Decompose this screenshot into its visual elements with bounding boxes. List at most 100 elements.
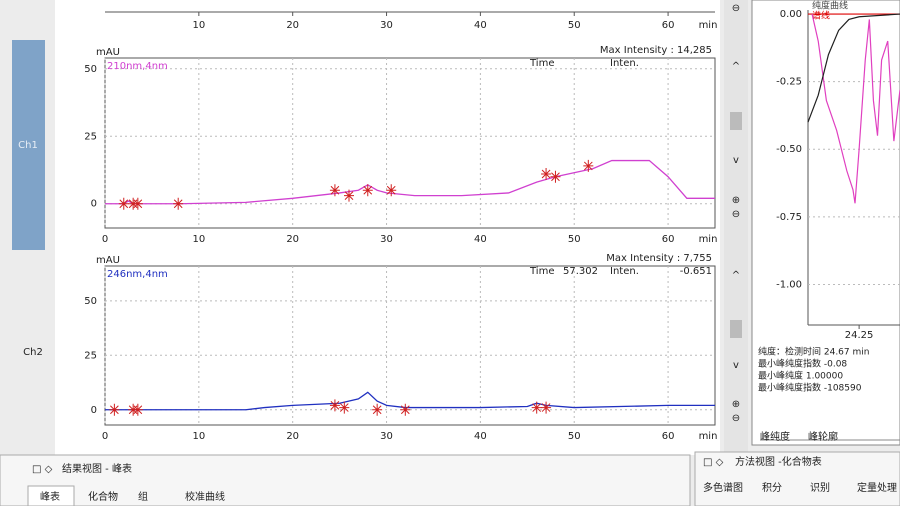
ch2-label: Ch2 bbox=[23, 347, 43, 358]
y-tick-label: -1.00 bbox=[776, 279, 802, 290]
zoom-out[interactable]: ⊖ bbox=[732, 209, 740, 220]
time-label: Time bbox=[529, 58, 554, 69]
purity-info: 最小峰纯度 1.00000 bbox=[758, 370, 843, 382]
y-tick-label: 0 bbox=[91, 199, 97, 210]
purity-panel bbox=[751, 0, 900, 446]
scroll-column bbox=[724, 0, 748, 455]
ch1-label: Ch1 bbox=[18, 140, 38, 151]
x-unit: min bbox=[699, 20, 718, 31]
peak-marker bbox=[531, 401, 542, 414]
peak-marker bbox=[541, 401, 552, 414]
x-tick-label: 10 bbox=[192, 20, 205, 31]
peak-marker bbox=[329, 184, 340, 197]
x-tick-label: 50 bbox=[568, 431, 581, 442]
x-tick-label: 0 bbox=[102, 234, 108, 245]
y-unit: mAU bbox=[96, 47, 120, 58]
x-unit: min bbox=[699, 234, 718, 245]
inten-label: Inten. bbox=[610, 58, 639, 69]
y-tick-label: -0.75 bbox=[776, 212, 802, 223]
peak-marker bbox=[132, 197, 143, 210]
tab[interactable]: 峰纯度 bbox=[760, 430, 790, 443]
peak-marker bbox=[583, 159, 594, 172]
peak-marker bbox=[372, 403, 383, 416]
peak-marker bbox=[109, 403, 120, 416]
scroll-down[interactable]: v bbox=[733, 155, 739, 166]
x-tick-label: 40 bbox=[474, 234, 487, 245]
result-view-title: 结果视图 - 峰表 bbox=[62, 462, 132, 475]
x-tick-label: 10 bbox=[192, 431, 205, 442]
peak-marker bbox=[329, 399, 340, 412]
wavelength: 210nm,4nm bbox=[107, 61, 168, 72]
x-tick-label: 24.25 bbox=[845, 330, 874, 341]
purity-curve bbox=[807, 13, 900, 123]
method-view bbox=[694, 451, 900, 506]
panel-icons: □ ◇ bbox=[703, 457, 724, 468]
tab[interactable]: 定量处理 bbox=[857, 481, 897, 494]
purity-title: 纯度曲线 bbox=[812, 0, 848, 12]
x-tick-label: 60 bbox=[662, 431, 675, 442]
x-tick-label: 60 bbox=[662, 20, 675, 31]
peak-marker bbox=[132, 403, 143, 416]
peak-marker bbox=[344, 189, 354, 202]
max-intensity: Max Intensity : 14,285 bbox=[600, 45, 712, 56]
peak-marker bbox=[339, 401, 350, 414]
zoom-in[interactable]: ⊕ bbox=[732, 195, 740, 206]
peak-marker bbox=[173, 197, 184, 210]
zoom-out[interactable]: ⊖ bbox=[732, 413, 740, 424]
y-tick-label: 25 bbox=[84, 350, 97, 361]
purity-legend: 谱线 bbox=[812, 10, 830, 22]
wavelength: 246nm,4nm bbox=[107, 269, 168, 280]
peak-marker bbox=[550, 170, 561, 183]
peak-marker bbox=[118, 197, 129, 210]
x-tick-label: 40 bbox=[474, 431, 487, 442]
x-tick-label: 30 bbox=[380, 431, 393, 442]
plot-frame bbox=[104, 57, 716, 229]
tab[interactable]: 组 bbox=[138, 490, 148, 503]
scroll-down[interactable]: v bbox=[733, 360, 739, 371]
time-label: Time bbox=[529, 266, 554, 277]
tab[interactable]: 化合物 bbox=[88, 490, 118, 503]
y-tick-label: -0.25 bbox=[776, 77, 802, 88]
peak-marker bbox=[541, 168, 552, 181]
x-tick-label: 60 bbox=[662, 234, 675, 245]
max-intensity: Max Intensity : 7,755 bbox=[606, 253, 712, 264]
x-tick-label: 10 bbox=[192, 234, 205, 245]
x-unit: min bbox=[699, 431, 718, 442]
peak-marker bbox=[362, 184, 373, 197]
y-tick-label: 25 bbox=[84, 131, 97, 142]
result-view bbox=[0, 454, 691, 506]
x-tick-label: 30 bbox=[380, 20, 393, 31]
tab[interactable]: 识别 bbox=[810, 482, 830, 494]
scroll-up[interactable]: ^ bbox=[732, 61, 740, 72]
panel-icons: □ ◇ bbox=[32, 464, 53, 475]
inten-label: Inten. bbox=[610, 266, 639, 277]
x-tick-label: 30 bbox=[380, 234, 393, 245]
tab[interactable]: 积分 bbox=[762, 482, 782, 494]
ch1-side-tab[interactable] bbox=[12, 40, 45, 250]
x-tick-label: 20 bbox=[286, 431, 299, 442]
tab[interactable]: 峰表 bbox=[40, 490, 60, 503]
y-unit: mAU bbox=[96, 255, 120, 266]
peak-marker bbox=[386, 184, 397, 197]
x-tick-label: 20 bbox=[286, 20, 299, 31]
scroll-thumb[interactable] bbox=[730, 112, 742, 130]
tab-active[interactable] bbox=[27, 485, 75, 506]
x-tick-label: 40 bbox=[474, 20, 487, 31]
purity-info: 最小峰纯度指数 -108590 bbox=[758, 382, 862, 394]
x-tick-label: 50 bbox=[568, 234, 581, 245]
y-tick-label: 50 bbox=[84, 64, 97, 75]
scroll-thumb[interactable] bbox=[730, 320, 742, 338]
scroll-up[interactable]: ^ bbox=[732, 270, 740, 281]
tab[interactable]: 峰轮廓 bbox=[808, 430, 838, 443]
trace bbox=[105, 159, 715, 205]
zoom-in[interactable]: ⊕ bbox=[732, 399, 740, 410]
peak-marker bbox=[400, 403, 411, 416]
zoom-out[interactable]: ⊖ bbox=[732, 3, 740, 14]
method-view-title: 方法视图 -化合物表 bbox=[735, 455, 822, 468]
tab[interactable]: 多色谱图 bbox=[703, 481, 743, 494]
tab[interactable]: 校准曲线 bbox=[185, 490, 225, 503]
plot-frame bbox=[104, 265, 716, 426]
purity-curve bbox=[811, 13, 900, 204]
time-value: 57.302 bbox=[563, 266, 598, 277]
